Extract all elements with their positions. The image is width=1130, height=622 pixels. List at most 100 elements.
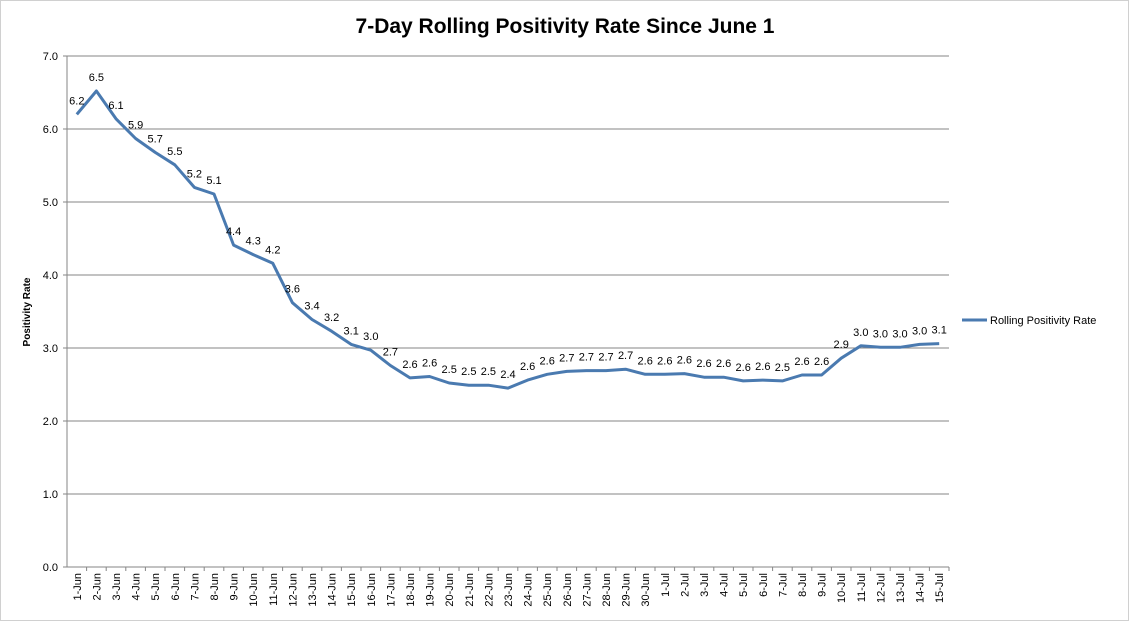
data-label: 6.2 [69,95,84,107]
data-label: 2.7 [579,352,594,364]
data-label: 4.4 [226,226,241,238]
data-label: 2.6 [657,355,672,367]
x-tick-label: 25-Jun [542,573,554,607]
data-label: 4.3 [246,236,261,248]
x-tick-label: 20-Jun [444,573,456,607]
data-label: 2.6 [755,361,770,373]
x-tick-label: 1-Jul [660,573,672,597]
x-tick-label: 10-Jul [836,573,848,603]
x-tick-label: 22-Jun [483,573,495,607]
y-tick-label: 7.0 [43,51,58,63]
y-tick-label: 0.0 [43,562,58,574]
data-label: 2.6 [677,355,692,367]
data-label: 2.6 [716,358,731,370]
x-tick-label: 6-Jul [758,573,770,597]
data-label: 2.6 [794,356,809,368]
x-tick-labels: 1-Jun 2-Jun 3-Jun 4-Jun 5-Jun 6-Jun 7-Jun 8-Jun… [72,567,950,607]
data-label: 5.9 [128,119,143,131]
x-tick-label: 8-Jul [797,573,809,597]
x-tick-label: 2-Jul [679,573,691,597]
data-label: 3.1 [344,325,359,337]
data-labels: 6.2 6.5 6.1 5.9 5.7 5.5 5.2 5.1 4.4 4.3 4.2 3.6 3.4 3… [69,72,947,381]
y-tick-label: 2.0 [43,416,58,428]
data-label: 2.6 [736,362,751,374]
data-label: 3.4 [304,301,319,313]
data-label: 3.0 [853,327,868,339]
y-tick-label: 5.0 [43,197,58,209]
x-tick-label: 11-Jun [268,573,280,606]
data-label: 2.7 [618,350,633,362]
x-tick-label: 1-Jun [72,573,84,601]
x-tick-label: 15-Jun [346,573,358,607]
x-tick-label: 24-Jun [523,573,535,607]
x-tick-label: 6-Jun [170,573,182,601]
x-tick-label: 28-Jun [601,573,613,607]
x-tick-label: 2-Jun [91,573,103,601]
data-label: 3.0 [363,331,378,343]
legend: Rolling Positivity Rate [962,315,1096,327]
x-tick-label: 9-Jun [229,573,241,601]
y-tick-label: 1.0 [43,489,58,501]
x-tick-label: 19-Jun [425,573,437,607]
y-tick-label: 3.0 [43,343,58,355]
x-tick-label: 7-Jun [189,573,201,601]
data-label: 2.7 [598,352,613,364]
x-tick-label: 11-Jul [856,573,868,602]
x-tick-label: 26-Jun [562,573,574,607]
x-tick-label: 18-Jun [405,573,417,607]
data-label: 2.6 [402,359,417,371]
data-label: 2.7 [383,347,398,359]
gridlines [63,55,949,568]
y-axis-title: Positivity Rate [22,277,33,346]
x-tick-label: 27-Jun [581,573,593,607]
x-tick-label: 13-Jul [895,573,907,603]
data-label: 6.5 [89,72,104,84]
data-label: 2.7 [559,352,574,364]
data-label: 2.5 [481,366,496,378]
axes [66,56,949,568]
x-tick-label: 5-Jul [738,573,750,597]
y-tick-label: 6.0 [43,124,58,136]
x-tick-label: 7-Jul [777,573,789,597]
data-label: 5.1 [206,175,221,187]
data-label: 2.6 [814,356,829,368]
data-label: 3.0 [873,328,888,340]
y-tick-label: 4.0 [43,270,58,282]
chart-title: 7-Day Rolling Positivity Rate Since June… [356,15,775,38]
data-label: 4.2 [265,244,280,256]
x-tick-label: 12-Jun [287,573,299,607]
x-tick-label: 3-Jul [699,573,711,597]
data-label: 2.6 [540,355,555,367]
data-label: 2.6 [422,357,437,369]
y-tick-labels: 0.0 1.0 2.0 3.0 4.0 5.0 6.0 7.0 [43,51,58,574]
x-tick-label: 3-Jun [111,573,123,601]
x-tick-label: 10-Jun [248,573,260,607]
data-label: 2.6 [638,355,653,367]
data-label: 5.2 [187,168,202,180]
x-tick-label: 8-Jun [209,573,221,601]
data-label: 2.6 [520,361,535,373]
x-tick-label: 4-Jun [131,573,143,601]
data-label: 3.6 [285,284,300,296]
x-tick-label: 16-Jun [366,573,378,607]
data-label: 3.0 [912,325,927,337]
data-label: 2.4 [500,369,515,381]
data-label: 5.7 [148,133,163,145]
x-tick-label: 14-Jun [327,573,339,607]
series-line [75,89,940,390]
data-label: 2.5 [442,364,457,376]
x-tick-label: 15-Jul [934,573,946,603]
x-tick-label: 12-Jul [875,573,887,603]
data-label: 3.1 [932,325,947,337]
data-label: 3.2 [324,312,339,324]
x-tick-label: 23-Jun [503,573,515,607]
x-tick-label: 5-Jun [150,573,162,601]
data-label: 3.0 [892,328,907,340]
x-tick-label: 9-Jul [817,573,829,597]
legend-label: Rolling Positivity Rate [990,315,1096,327]
x-tick-label: 13-Jun [307,573,319,607]
data-label: 2.5 [775,362,790,374]
series-rolling-positivity-rate [75,89,940,390]
